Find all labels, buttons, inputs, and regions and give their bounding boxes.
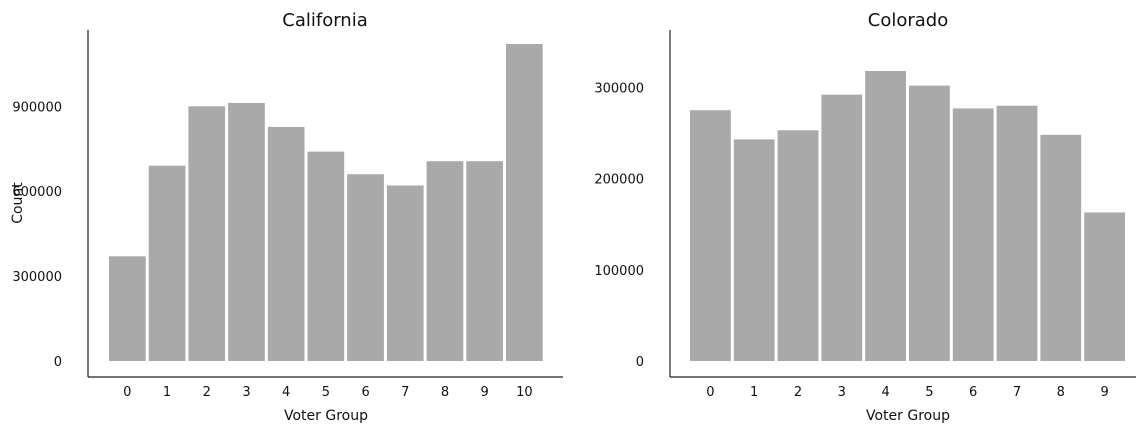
chart-1-x-axis-label: Voter Group: [866, 408, 950, 423]
chart-1-y-tick-300000: 300000: [594, 81, 644, 96]
chart-0-bar-5: [307, 151, 345, 361]
chart-1-bar-0: [690, 110, 731, 361]
chart-0-x-tick-4: 4: [282, 385, 290, 400]
chart-1-y-tick-200000: 200000: [594, 173, 644, 188]
chart-0-x-tick-8: 8: [441, 385, 449, 400]
chart-1-x-tick-8: 8: [1057, 385, 1065, 400]
chart-0-y-tick-900000: 900000: [12, 100, 62, 115]
chart-0-bar-10: [506, 44, 543, 361]
chart-0-title: California: [282, 10, 367, 31]
chart-0-x-tick-1: 1: [163, 385, 171, 400]
chart-0-x-tick-3: 3: [242, 385, 250, 400]
chart-0-bar-8: [426, 161, 464, 361]
chart-0-bar-9: [466, 161, 503, 361]
chart-0-x-tick-6: 6: [361, 385, 369, 400]
chart-1-y-tick-100000: 100000: [594, 264, 644, 279]
chart-1-x-tick-4: 4: [881, 385, 889, 400]
chart-0-bar-0: [109, 256, 146, 361]
chart-1-bar-7: [996, 105, 1038, 361]
chart-1-x-tick-0: 0: [706, 385, 714, 400]
chart-0-x-tick-7: 7: [401, 385, 409, 400]
chart-1-bar-5: [909, 85, 950, 361]
chart-0-bar-6: [347, 174, 384, 361]
chart-0-y-axis-label: Count: [10, 182, 26, 224]
chart-1-x-tick-6: 6: [969, 385, 977, 400]
chart-0-y-tick-300000: 300000: [12, 270, 62, 285]
chart-1-y-tick-0: 0: [636, 355, 644, 370]
chart-0-y-tick-0: 0: [54, 355, 62, 370]
chart-0-y-tick-600000: 600000: [12, 185, 62, 200]
chart-1-x-tick-5: 5: [925, 385, 933, 400]
chart-0-bar-4: [267, 126, 305, 362]
chart-0-bar-2: [188, 106, 226, 361]
chart-0-x-tick-0: 0: [123, 385, 131, 400]
chart-0-bar-1: [148, 165, 186, 361]
chart-0-x-tick-5: 5: [322, 385, 330, 400]
chart-0-x-tick-10: 10: [516, 385, 533, 400]
chart-1-bar-3: [821, 94, 863, 361]
chart-1-x-tick-2: 2: [794, 385, 802, 400]
chart-0-x-tick-9: 9: [481, 385, 489, 400]
chart-1-bar-8: [1040, 134, 1082, 361]
chart-0-bar-3: [228, 102, 265, 362]
chart-0-x-tick-2: 2: [203, 385, 211, 400]
chart-0-x-axis-label: Voter Group: [284, 408, 368, 423]
chart-1-bar-4: [865, 71, 906, 361]
chart-0-bar-7: [386, 185, 424, 361]
chart-1-bar-1: [733, 139, 775, 361]
chart-1-bar-2: [777, 130, 819, 361]
chart-1-x-tick-1: 1: [750, 385, 758, 400]
chart-1-x-tick-7: 7: [1013, 385, 1021, 400]
chart-1-bar-6: [952, 108, 994, 362]
chart-1-x-tick-9: 9: [1100, 385, 1108, 400]
chart-1-bar-9: [1084, 212, 1125, 361]
chart-1-title: Colorado: [868, 10, 948, 31]
chart-1-x-tick-3: 3: [838, 385, 846, 400]
